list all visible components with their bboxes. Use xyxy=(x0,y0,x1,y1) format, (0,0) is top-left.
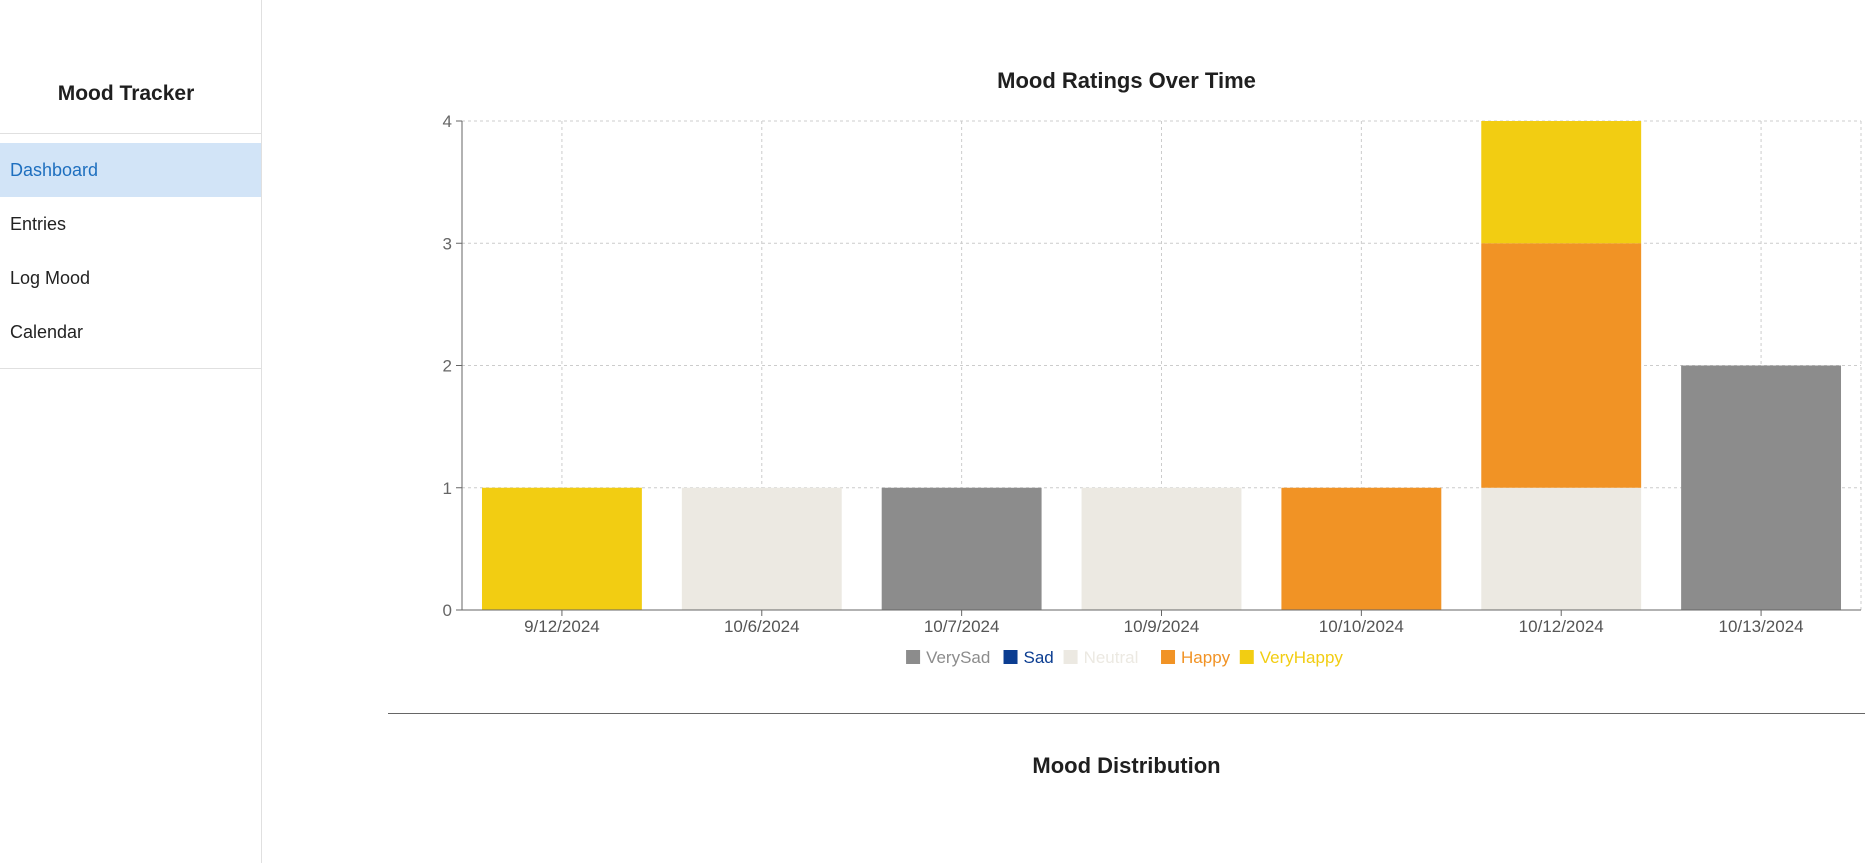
y-tick-label: 4 xyxy=(443,112,452,131)
y-tick-label: 1 xyxy=(443,479,452,498)
bar-neutral xyxy=(681,487,842,610)
bar-neutral xyxy=(1081,487,1242,610)
x-tick-label: 10/13/2024 xyxy=(1719,617,1804,636)
legend-swatch-neutral xyxy=(1063,650,1078,664)
legend-label-verysad: VerySad xyxy=(926,648,990,667)
x-tick-label: 10/12/2024 xyxy=(1519,617,1604,636)
legend-label-neutral: Neutral xyxy=(1084,648,1139,667)
bar-verysad xyxy=(881,487,1042,610)
sidebar-nav: Dashboard Entries Log Mood Calendar xyxy=(0,143,261,359)
mood-distribution-title: Mood Distribution xyxy=(1032,753,1221,778)
sidebar-item-calendar[interactable]: Calendar xyxy=(10,322,84,342)
legend-label-happy: Happy xyxy=(1181,648,1231,667)
sidebar: Mood Tracker Dashboard Entries Log Mood … xyxy=(0,0,262,863)
mood-ratings-chart: 0 1 2 3 4 9/12/2024 10/6/2024 10/7/2024 10/9/202… xyxy=(443,112,1862,667)
bar-veryhappy xyxy=(1481,121,1642,244)
legend-swatch-veryhappy xyxy=(1239,650,1254,664)
legend-swatch-happy xyxy=(1161,650,1176,664)
y-tick-label: 3 xyxy=(443,234,452,253)
x-tick-label: 10/6/2024 xyxy=(724,617,800,636)
legend-label-sad: Sad xyxy=(1024,648,1054,667)
bar-happy xyxy=(1481,243,1642,488)
bar-veryhappy xyxy=(481,487,642,610)
x-tick-label: 10/7/2024 xyxy=(924,617,1000,636)
x-tick-label: 9/12/2024 xyxy=(524,617,600,636)
sidebar-divider-top xyxy=(0,133,262,134)
y-tick-label: 0 xyxy=(443,601,452,620)
bar-happy xyxy=(1281,487,1442,610)
bar-verysad xyxy=(1681,365,1842,610)
chart-title: Mood Ratings Over Time xyxy=(997,68,1256,93)
x-tick-label: 10/10/2024 xyxy=(1319,617,1404,636)
sidebar-item-entries[interactable]: Entries xyxy=(10,214,67,234)
sidebar-item-log-mood[interactable]: Log Mood xyxy=(10,268,91,288)
legend-swatch-verysad xyxy=(906,650,921,664)
sidebar-divider-bottom xyxy=(0,368,262,369)
app-title: Mood Tracker xyxy=(57,82,195,105)
x-tick-label: 10/9/2024 xyxy=(1124,617,1200,636)
y-tick-label: 2 xyxy=(443,357,452,376)
section-divider xyxy=(388,713,1865,714)
bar-neutral xyxy=(1481,487,1642,610)
sidebar-item-dashboard[interactable]: Dashboard xyxy=(0,143,261,197)
legend-swatch-sad xyxy=(1003,650,1018,664)
legend-label-veryhappy: VeryHappy xyxy=(1260,648,1344,667)
